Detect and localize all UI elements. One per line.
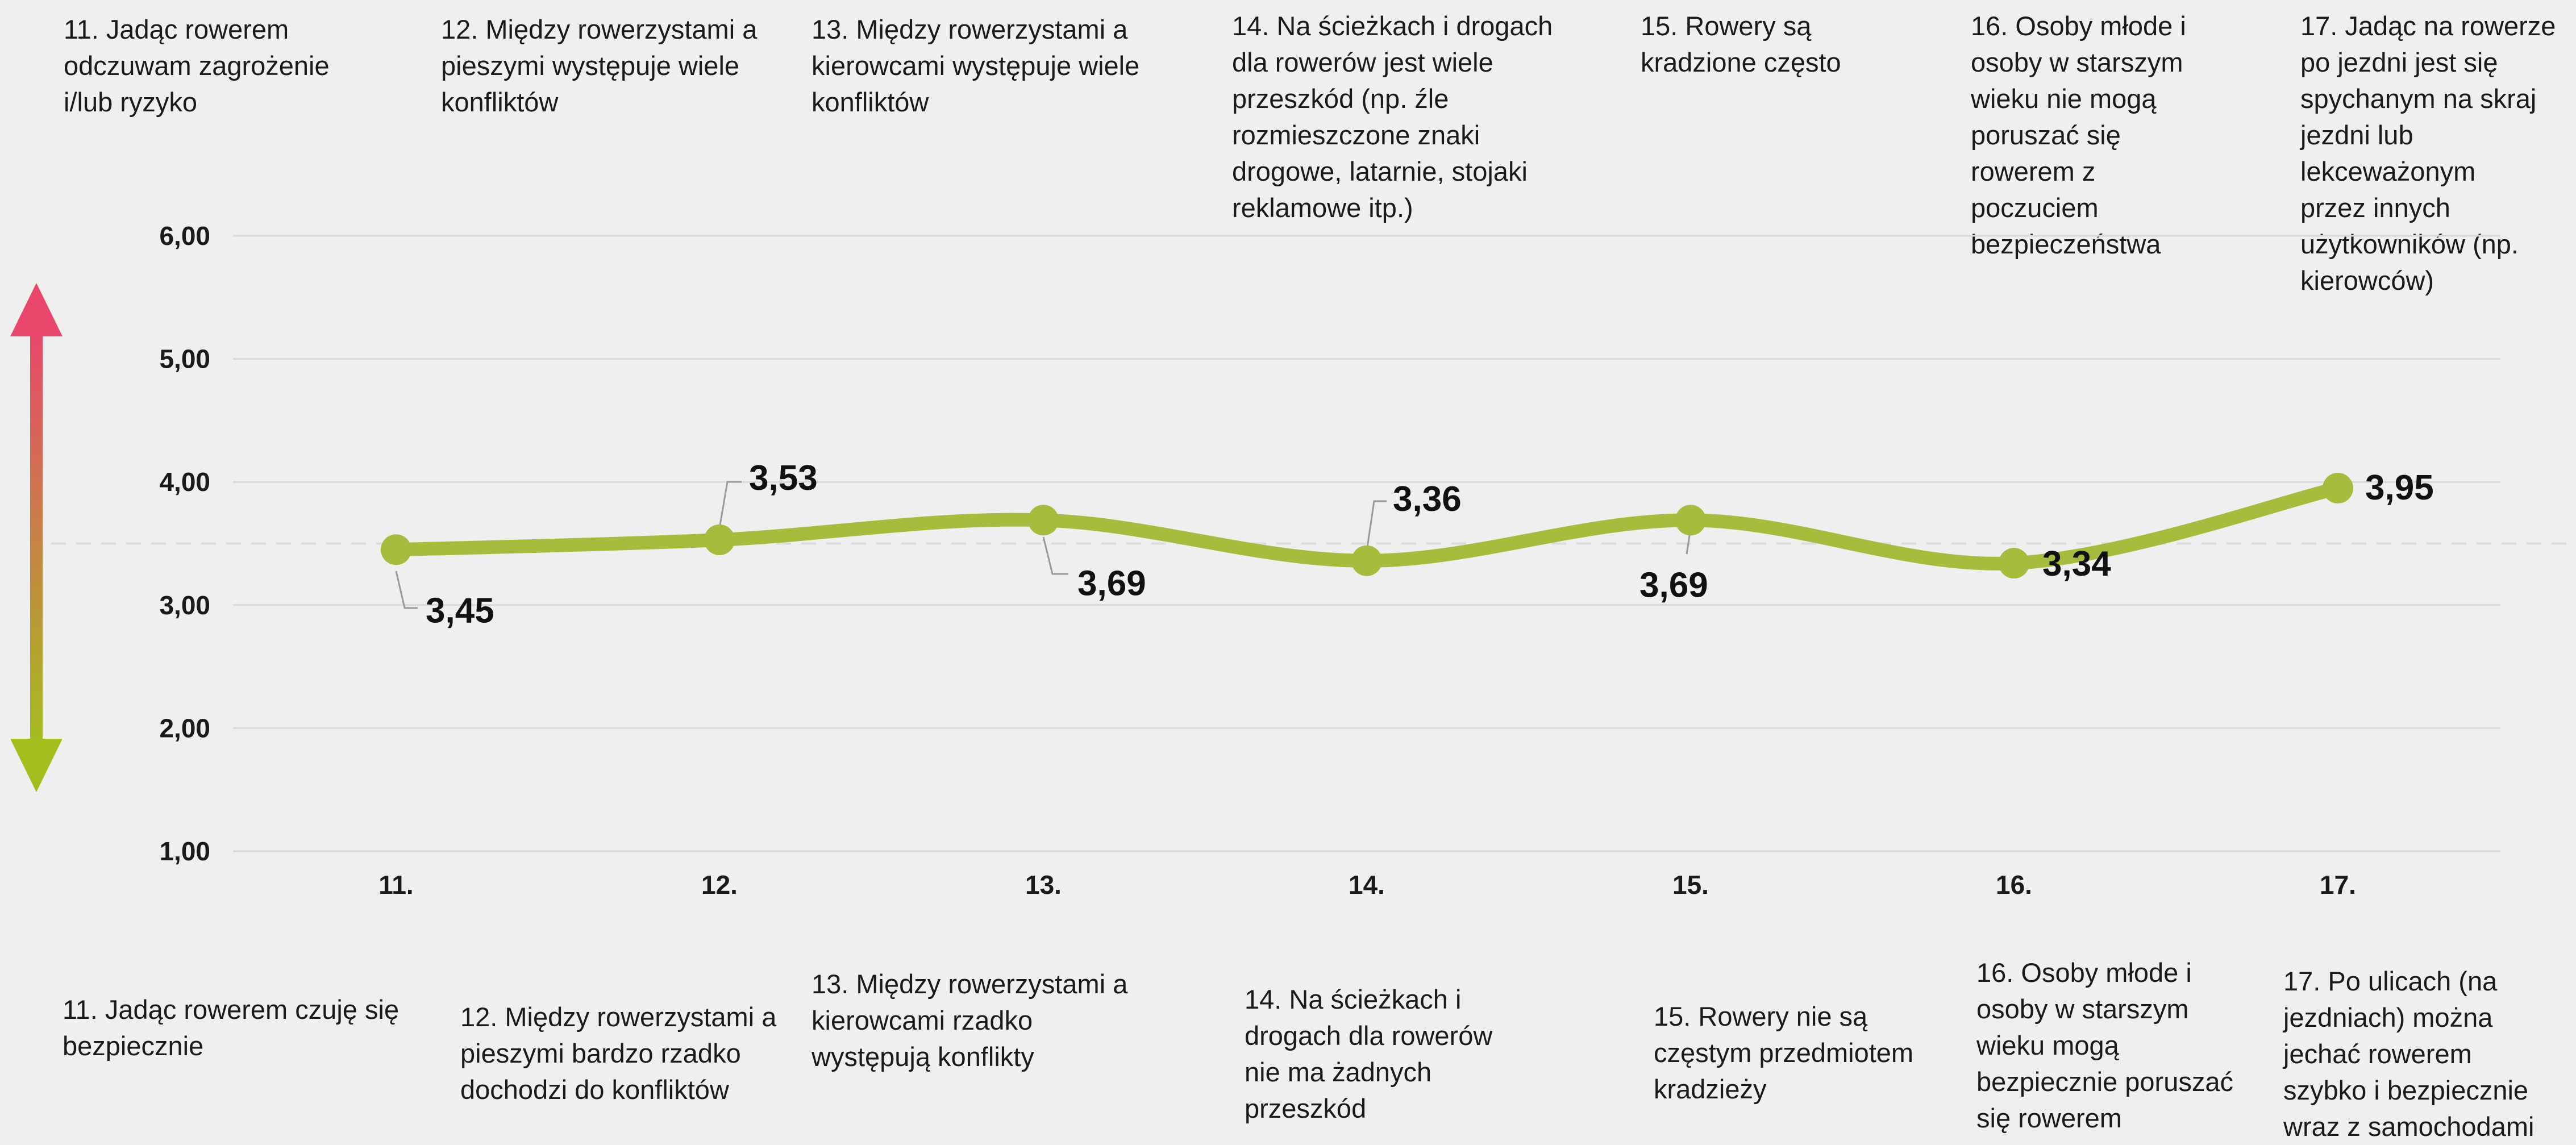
data-point	[704, 524, 735, 556]
top-statement: 12. Między rowerzystami a pieszymi wystę…	[441, 14, 758, 117]
x-tick-label: 15.	[1672, 870, 1709, 900]
top-statement: 15. Rowery są kradzione często	[1641, 11, 1841, 77]
bottom-statement: 12. Między rowerzystami a pieszymi bardz…	[460, 1002, 777, 1105]
bottom-statement: 16. Osoby młode i osoby w starszym wieku…	[1976, 957, 2233, 1133]
bottom-statement: 11. Jadąc rowerem czuję się bezpiecznie	[63, 994, 399, 1061]
y-tick-label: 6,00	[159, 221, 210, 251]
x-tick-label: 16.	[1996, 870, 2032, 900]
data-point	[1028, 505, 1059, 536]
data-point	[381, 534, 411, 565]
y-tick-label: 5,00	[159, 344, 210, 374]
data-label-leader	[1042, 536, 1068, 575]
arrow-shaft	[30, 332, 43, 747]
data-label: 3,69	[1639, 565, 1708, 605]
data-point	[2323, 473, 2353, 504]
x-tick-label: 14.	[1349, 870, 1385, 900]
bottom-statement: 14. Na ścieżkach i drogach dla rowerów n…	[1245, 984, 1493, 1123]
bottom-statement: 13. Między rowerzystami a kierowcami rza…	[811, 969, 1128, 1072]
y-tick-label: 2,00	[159, 713, 210, 743]
x-tick-label: 13.	[1025, 870, 1062, 900]
data-label: 3,69	[1077, 564, 1146, 603]
data-point	[1675, 505, 1706, 536]
data-point	[1999, 548, 2029, 579]
arrow-head-up	[10, 283, 63, 336]
y-tick-label: 1,00	[159, 836, 210, 866]
top-statement: 11. Jadąc rowerem odczuwam zagrożenie i/…	[64, 14, 330, 117]
data-label: 3,34	[2042, 544, 2111, 584]
top-statement: 14. Na ścieżkach i drogach dla rowerów j…	[1232, 11, 1553, 223]
data-label: 3,45	[426, 591, 494, 630]
y-tick-label: 3,00	[159, 590, 210, 620]
bottom-statement: 15. Rowery nie są częstym przedmiotem kr…	[1654, 1001, 1914, 1104]
y-tick-label: 4,00	[159, 467, 210, 497]
arrow-head-down	[10, 739, 63, 792]
data-label-leader	[395, 571, 418, 609]
bottom-statement: 17. Po ulicach (na jezdniach) można jech…	[2283, 966, 2535, 1142]
top-statement: 13. Między rowerzystami a kierowcami wys…	[811, 14, 1140, 117]
top-statement: 16. Osoby młode i osoby w starszym wieku…	[1971, 11, 2186, 259]
x-tick-label: 12.	[701, 870, 738, 900]
data-point	[1351, 545, 1382, 576]
x-tick-label: 11.	[378, 870, 413, 900]
data-label: 3,53	[749, 459, 818, 498]
data-label: 3,95	[2365, 468, 2434, 507]
data-label: 3,36	[1393, 480, 1462, 519]
data-label-leader	[1366, 500, 1387, 552]
top-statement: 17. Jadąc na rowerze po jezdni jest się …	[2300, 11, 2556, 295]
x-tick-label: 17.	[2320, 870, 2356, 900]
data-label-leader	[718, 481, 742, 529]
